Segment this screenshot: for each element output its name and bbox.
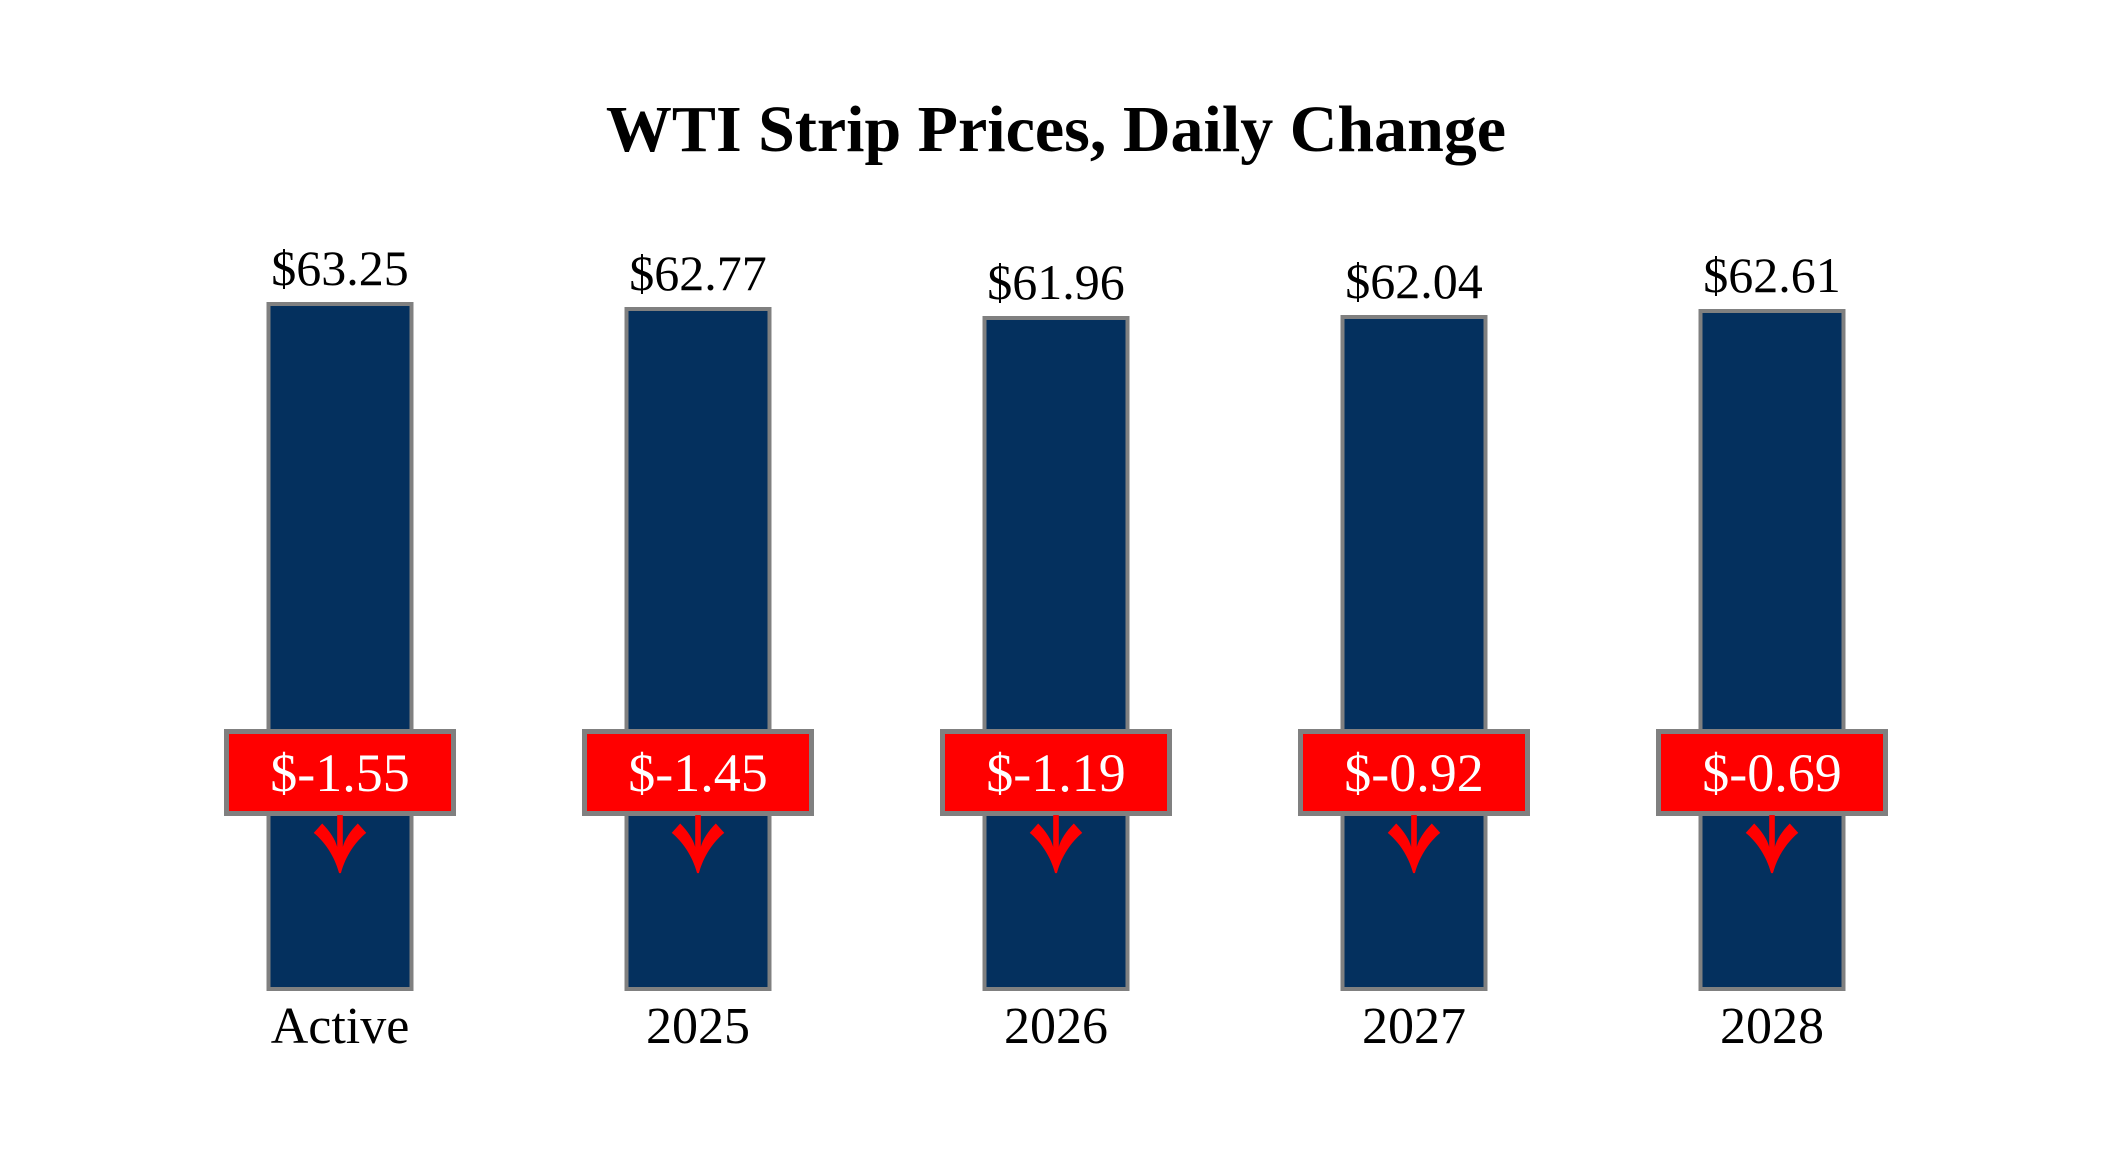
bar-column: $63.25 $-1.55 Active bbox=[161, 0, 519, 1152]
price-bar bbox=[982, 316, 1130, 991]
category-label: 2027 bbox=[1362, 998, 1466, 1055]
change-badge: $-0.92 bbox=[1298, 729, 1530, 816]
category-label: 2025 bbox=[646, 998, 750, 1055]
price-label: $63.25 bbox=[271, 239, 409, 296]
price-bar bbox=[1340, 315, 1488, 991]
down-arrow-icon bbox=[311, 815, 369, 875]
down-arrow-icon bbox=[1385, 815, 1443, 875]
change-badge: $-1.19 bbox=[940, 729, 1172, 816]
price-bar bbox=[266, 302, 414, 991]
price-bar bbox=[624, 307, 772, 991]
chart-title: WTI Strip Prices, Daily Change bbox=[605, 93, 1507, 166]
change-badge: $-0.69 bbox=[1656, 729, 1888, 816]
change-badge-label: $-0.92 bbox=[1344, 742, 1484, 803]
price-label: $62.61 bbox=[1703, 246, 1841, 303]
change-badge-label: $-0.69 bbox=[1702, 742, 1842, 803]
category-label: Active bbox=[270, 998, 410, 1055]
price-label: $62.77 bbox=[629, 244, 767, 301]
change-badge-label: $-1.55 bbox=[270, 742, 410, 803]
change-badge-label: $-1.19 bbox=[986, 742, 1126, 803]
bar-column: $62.61 $-0.69 2028 bbox=[1593, 0, 1951, 1152]
chart-area: $63.25 $-1.55 Active $62.77 $-1.45 2025 $61.96… bbox=[161, 0, 1951, 1152]
down-arrow-icon bbox=[669, 815, 727, 875]
bar-column: $62.04 $-0.92 2027 bbox=[1235, 0, 1593, 1152]
category-label: 2028 bbox=[1720, 998, 1824, 1055]
down-arrow-icon bbox=[1027, 815, 1085, 875]
price-label: $62.04 bbox=[1345, 252, 1483, 309]
category-label: 2026 bbox=[1004, 998, 1108, 1055]
price-bar bbox=[1698, 309, 1846, 991]
price-label: $61.96 bbox=[987, 253, 1125, 310]
bar-column: $62.77 $-1.45 2025 bbox=[519, 0, 877, 1152]
down-arrow-icon bbox=[1743, 815, 1801, 875]
change-badge: $-1.45 bbox=[582, 729, 814, 816]
change-badge-label: $-1.45 bbox=[628, 742, 768, 803]
change-badge: $-1.55 bbox=[224, 729, 456, 816]
bar-column: $61.96 $-1.19 2026 bbox=[877, 0, 1235, 1152]
